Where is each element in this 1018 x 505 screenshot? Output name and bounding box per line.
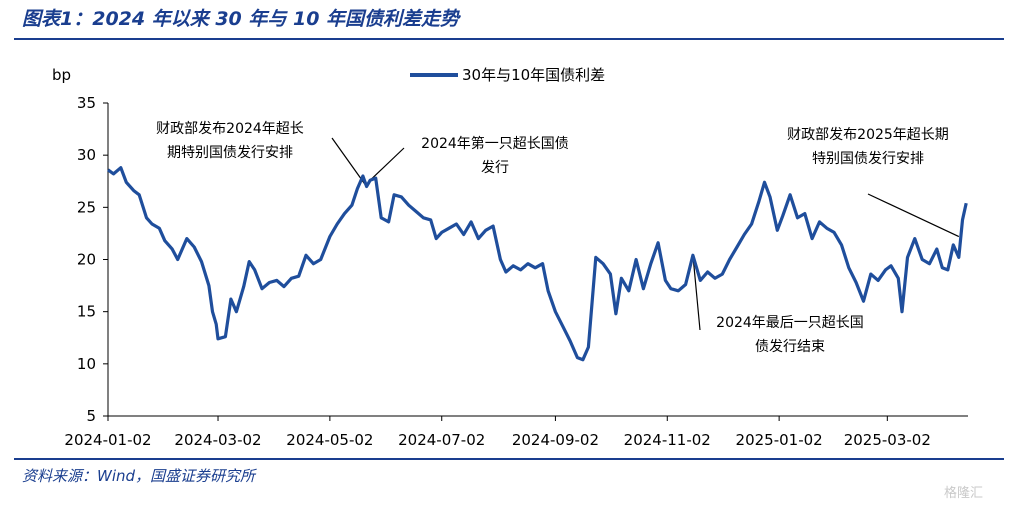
x-tick-label: 2025-03-02	[844, 431, 931, 449]
source-note: 资料来源：Wind，国盛证券研究所	[22, 467, 256, 485]
chart-axes: bp 5 10 15 20 25 30 35 2024-01-02 2024-03-02 2024-…	[52, 66, 968, 449]
x-tick-label: 2024-01-02	[64, 431, 151, 449]
annotation-text: 2024年最后一只超长国	[716, 315, 864, 331]
annotation-text: 财政部发布2024年超长	[156, 121, 304, 137]
legend-label: 30年与10年国债利差	[462, 66, 605, 84]
annotation-text: 2024年第一只超长国债	[421, 135, 569, 152]
y-tick-label: 35	[77, 94, 96, 112]
y-tick-label: 20	[77, 251, 96, 269]
annotation-text: 期特别国债发行安排	[167, 145, 293, 161]
series-line	[107, 166, 968, 362]
chart-title: 图表1：2024 年以来 30 年与 10 年国债利差走势	[22, 8, 460, 30]
y-tick-label: 5	[86, 407, 96, 425]
y-tick-label: 10	[77, 355, 96, 373]
x-tick-label: 2025-01-02	[736, 431, 823, 449]
x-tick-label: 2024-11-02	[624, 431, 711, 449]
x-tick-label: 2024-03-02	[174, 431, 261, 449]
chart-legend: 30年与10年国债利差	[410, 66, 605, 84]
x-tick-label: 2024-05-02	[286, 431, 373, 449]
x-tick-label: 2024-09-02	[512, 431, 599, 449]
annotation-text: 财政部发布2025年超长期	[787, 127, 949, 143]
annotation-text: 特别国债发行安排	[812, 151, 924, 167]
footer-rule	[14, 458, 1004, 460]
y-tick-label: 25	[77, 198, 96, 216]
y-tick-label: 30	[77, 146, 96, 164]
annotation-leader	[867, 193, 960, 238]
watermark-logo: 格隆汇	[944, 486, 984, 501]
y-unit-label: bp	[52, 66, 71, 84]
x-tick-label: 2024-07-02	[398, 431, 485, 449]
annotation-text: 发行	[481, 160, 509, 176]
y-tick-label: 15	[77, 303, 96, 321]
chart-series	[107, 166, 968, 362]
annotation-text: 债发行结束	[755, 339, 825, 355]
title-rule	[14, 38, 1004, 40]
annotation-leader	[369, 147, 405, 181]
annotation-leader	[692, 255, 701, 331]
